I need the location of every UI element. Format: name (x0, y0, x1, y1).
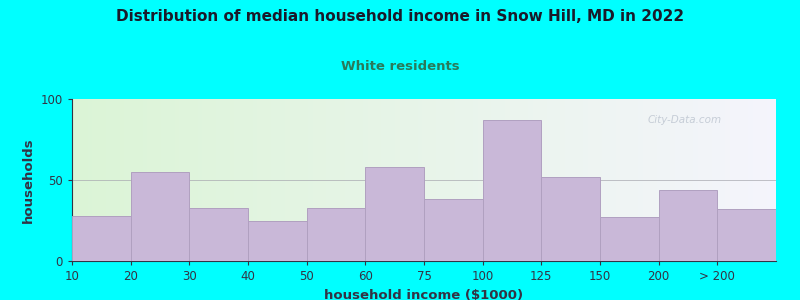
Bar (130, 172, 190, 261)
Bar (482, 120, 542, 261)
Text: Distribution of median household income in Snow Hill, MD in 2022: Distribution of median household income … (116, 9, 684, 24)
Bar (718, 209, 776, 261)
X-axis label: household income ($1000): household income ($1000) (325, 289, 523, 300)
Bar (542, 177, 600, 261)
Bar (248, 220, 306, 261)
Bar (366, 167, 424, 261)
Bar (190, 208, 248, 261)
Y-axis label: households: households (22, 137, 35, 223)
Text: White residents: White residents (341, 60, 459, 73)
Bar (600, 217, 658, 261)
Text: City-Data.com: City-Data.com (647, 115, 722, 125)
Bar (658, 190, 718, 261)
Bar (72, 216, 130, 261)
Bar (424, 200, 482, 261)
Bar (306, 208, 366, 261)
